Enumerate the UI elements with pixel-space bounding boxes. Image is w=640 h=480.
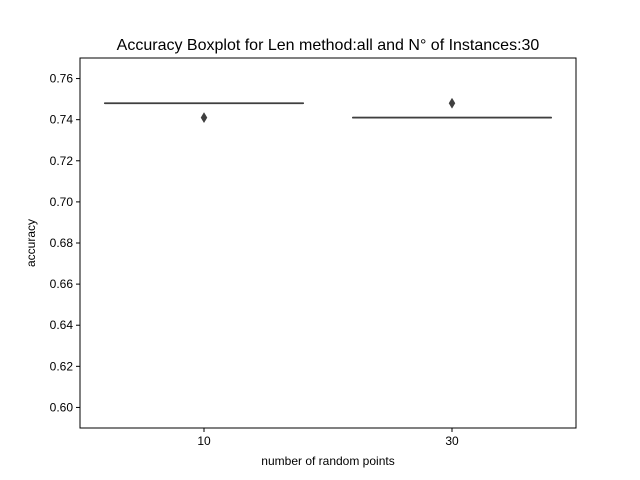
y-axis-label: accuracy (24, 219, 38, 267)
x-axis-label: number of random points (261, 454, 394, 468)
y-tick-label: 0.64 (50, 318, 74, 332)
y-tick-label: 0.60 (50, 400, 74, 414)
y-tick-label: 0.76 (50, 72, 74, 86)
box-10 (104, 102, 304, 124)
outlier-point (448, 97, 456, 109)
y-tick-label: 0.62 (50, 359, 74, 373)
x-tick-label: 30 (445, 434, 459, 448)
x-axis: 10 30 (197, 428, 459, 448)
y-axis: 0.60 0.62 0.64 0.66 0.68 0.70 0.72 0.74 0.76 (50, 72, 80, 414)
y-tick-label: 0.68 (50, 236, 74, 250)
chart-title: Accuracy Boxplot for Len method:all and … (117, 37, 540, 54)
y-tick-label: 0.72 (50, 154, 74, 168)
y-tick-label: 0.66 (50, 277, 74, 291)
outlier-point (200, 112, 208, 124)
y-tick-label: 0.74 (50, 113, 74, 127)
box-30 (352, 97, 552, 119)
y-tick-label: 0.70 (50, 195, 74, 209)
plot-area (104, 97, 552, 124)
x-tick-label: 10 (197, 434, 211, 448)
